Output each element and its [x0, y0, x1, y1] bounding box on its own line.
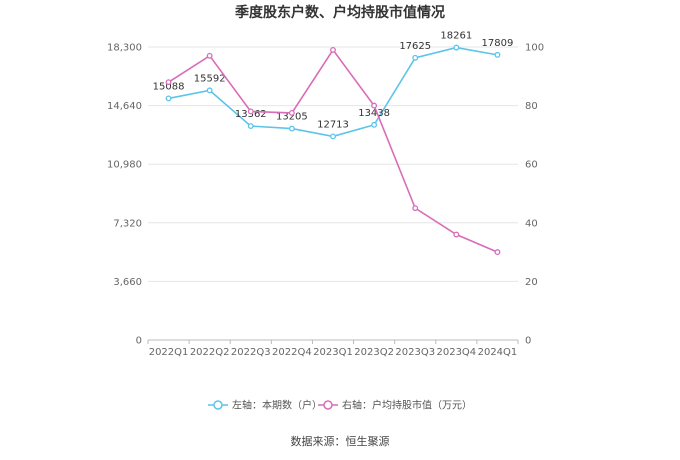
- series-point: [288, 109, 295, 116]
- data-label: 12713: [317, 119, 349, 130]
- series-point: [206, 87, 213, 94]
- left-tick-label: 10,980: [107, 160, 142, 171]
- series-point: [165, 79, 172, 86]
- series-point: [247, 123, 254, 130]
- series-point: [165, 95, 172, 102]
- right-axis: 0 20 40 60 80 100: [525, 43, 544, 347]
- right-tick-label: 80: [525, 101, 538, 112]
- x-tick-label: 2023Q4: [436, 347, 476, 358]
- x-axis: 2022Q1 2022Q2 2022Q3 2022Q4 2023Q1 2023Q2 2023…: [147, 340, 519, 358]
- right-tick-label: 40: [525, 218, 538, 229]
- right-tick-label: 0: [525, 336, 531, 347]
- series-point: [412, 205, 419, 212]
- right-tick-label: 20: [525, 277, 538, 288]
- legend-label: 右轴：户均持股市值（万元）: [342, 399, 472, 412]
- series-point: [247, 108, 254, 115]
- data-label: 17625: [399, 41, 431, 52]
- series-point: [453, 231, 460, 238]
- series-point: [330, 133, 336, 140]
- series-point: [330, 46, 336, 53]
- x-tick-label: 2024Q1: [478, 347, 518, 358]
- x-tick-label: 2022Q4: [272, 347, 312, 358]
- series-point: [206, 52, 213, 59]
- series-point: [453, 44, 460, 51]
- series-point: [412, 54, 419, 61]
- right-tick-label: 60: [525, 160, 538, 171]
- right-tick-label: 100: [525, 43, 544, 54]
- legend-label: 左轴：本期数（户）: [232, 399, 322, 412]
- data-label: 13205: [276, 112, 308, 123]
- series-point: [371, 121, 378, 128]
- left-tick-label: 3,660: [113, 277, 142, 288]
- legend-marker: [213, 400, 223, 410]
- data-label: 15592: [194, 73, 226, 84]
- left-tick-label: 7,320: [113, 218, 142, 229]
- series-point: [371, 102, 378, 109]
- x-tick-label: 2023Q2: [354, 347, 394, 358]
- source-note: 数据来源：恒生聚源: [291, 434, 390, 448]
- x-tick-label: 2023Q1: [313, 347, 353, 358]
- x-tick-label: 2022Q1: [149, 347, 189, 358]
- x-tick-label: 2022Q3: [231, 347, 271, 358]
- data-label: 17809: [482, 38, 514, 49]
- left-tick-label: 18,300: [107, 43, 142, 54]
- data-label: 13362: [235, 109, 267, 120]
- left-tick-label: 0: [136, 336, 142, 347]
- data-label: 13438: [358, 108, 390, 119]
- x-tick-label: 2023Q3: [395, 347, 435, 358]
- legend-marker: [323, 400, 333, 410]
- left-tick-label: 14,640: [107, 101, 142, 112]
- legend: 左轴：本期数（户） 右轴：户均持股市值（万元）: [208, 399, 472, 412]
- series-point: [288, 125, 295, 132]
- series-point: [494, 51, 501, 58]
- series-point: [494, 249, 501, 256]
- series-layer: 15088 15592 13362 13205 12713 13438 17625 18261…: [153, 31, 514, 256]
- x-tick-label: 2022Q2: [190, 347, 230, 358]
- data-label: 18261: [440, 31, 472, 42]
- data-label: 15088: [153, 81, 185, 92]
- chart-title: 季度股东户数、户均持股市值情况: [234, 4, 445, 21]
- left-axis: 0 3,660 7,320 10,980 14,640 18,300: [107, 43, 142, 347]
